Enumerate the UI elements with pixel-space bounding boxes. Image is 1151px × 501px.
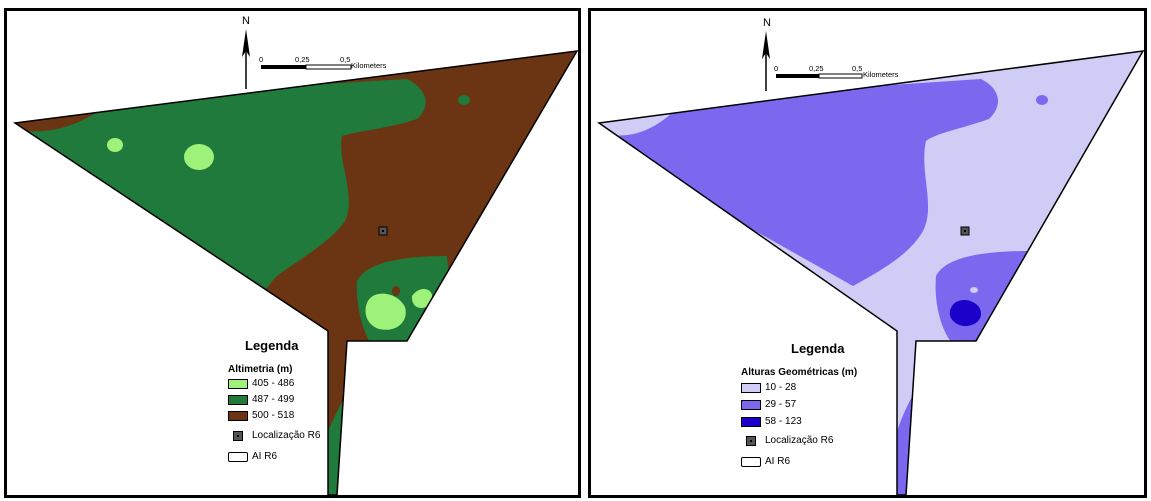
legend-swatch xyxy=(228,378,248,389)
scale-label-025: 0,25 xyxy=(809,64,824,73)
legend-title: Legenda xyxy=(245,338,299,353)
location-r6-dot xyxy=(964,230,966,232)
class-405-486-spot xyxy=(411,288,433,308)
legend-label: 58 - 123 xyxy=(765,416,802,427)
north-label: N xyxy=(242,15,250,27)
map-altimetria xyxy=(12,29,578,495)
map-panel-alturas: N 0 0,25 0,5 Kilometers Legenda Alturas … xyxy=(588,8,1147,498)
class-10-28-spot xyxy=(970,287,978,293)
boundary-ai-r6 xyxy=(596,50,1144,495)
class-405-486-spot xyxy=(184,144,214,170)
legend-label: 487 - 499 xyxy=(252,394,295,405)
north-arrow-icon xyxy=(242,29,250,57)
scale-label-05: 0,5 xyxy=(340,55,351,64)
boundary-icon xyxy=(741,456,761,467)
legend-title: Legenda xyxy=(791,341,845,356)
legend-swatch xyxy=(228,394,248,405)
map-panel-altimetria: N 0 0,25 0,5 Kilometers Legenda Altimetr… xyxy=(4,8,581,498)
legend-boundary: AI R6 xyxy=(228,451,277,462)
legend-boundary-label: AI R6 xyxy=(252,451,278,462)
class-405-486-spot xyxy=(107,138,123,152)
legend-swatch xyxy=(741,382,761,393)
class-405-486-spot xyxy=(365,293,406,330)
map-alturas xyxy=(596,31,1144,495)
legend-item: 58 - 123 xyxy=(741,416,802,427)
legend-location: Localização R6 xyxy=(228,430,320,441)
location-icon xyxy=(233,430,243,441)
legend-label: 10 - 28 xyxy=(765,382,797,393)
legend-item: 29 - 57 xyxy=(741,399,796,410)
scale-label-025: 0,25 xyxy=(295,55,310,64)
scale-bar-white xyxy=(305,64,352,70)
legend-item: 10 - 28 xyxy=(741,382,796,393)
location-icon xyxy=(746,435,756,446)
legend-item: 500 - 518 xyxy=(228,410,294,421)
legend-swatch xyxy=(741,416,761,427)
legend-boundary-label: AI R6 xyxy=(765,456,791,467)
legend-location: Localização R6 xyxy=(741,435,833,446)
legend-location-label: Localização R6 xyxy=(252,430,321,441)
class-500-518-spot xyxy=(392,286,400,296)
north-arrow-icon xyxy=(762,31,770,59)
scale-label-05: 0,5 xyxy=(852,64,863,73)
legend-swatch xyxy=(741,399,761,410)
legend-swatch xyxy=(228,410,248,421)
scale-unit: Kilometers xyxy=(863,70,899,79)
class-487-499-spot xyxy=(458,95,470,105)
legend-label: 405 - 486 xyxy=(252,378,295,389)
location-r6-dot xyxy=(382,230,384,232)
legend-label: 500 - 518 xyxy=(252,410,295,421)
scale-bar-white xyxy=(818,73,863,79)
legend-boundary: AI R6 xyxy=(741,456,790,467)
class-29-57-spot xyxy=(1036,95,1048,105)
legend-variable: Alturas Geométricas (m) xyxy=(741,367,858,378)
legend-item: 405 - 486 xyxy=(228,378,294,389)
scale-label-0: 0 xyxy=(259,55,264,64)
legend-item: 487 - 499 xyxy=(228,394,294,405)
north-label: N xyxy=(763,17,771,29)
scale-bar-black xyxy=(261,65,306,69)
legend-location-label: Localização R6 xyxy=(765,435,834,446)
scale-bar-black xyxy=(776,74,819,78)
boundary-icon xyxy=(228,451,248,462)
legend-variable: Altimetria (m) xyxy=(228,364,293,375)
scale-label-0: 0 xyxy=(774,64,779,73)
class-29-57-area xyxy=(599,79,999,286)
boundary-ai-r6 xyxy=(12,50,578,495)
legend-label: 29 - 57 xyxy=(765,399,797,410)
class-58-123-spot xyxy=(949,299,982,327)
scale-unit: Kilometers xyxy=(351,61,387,70)
